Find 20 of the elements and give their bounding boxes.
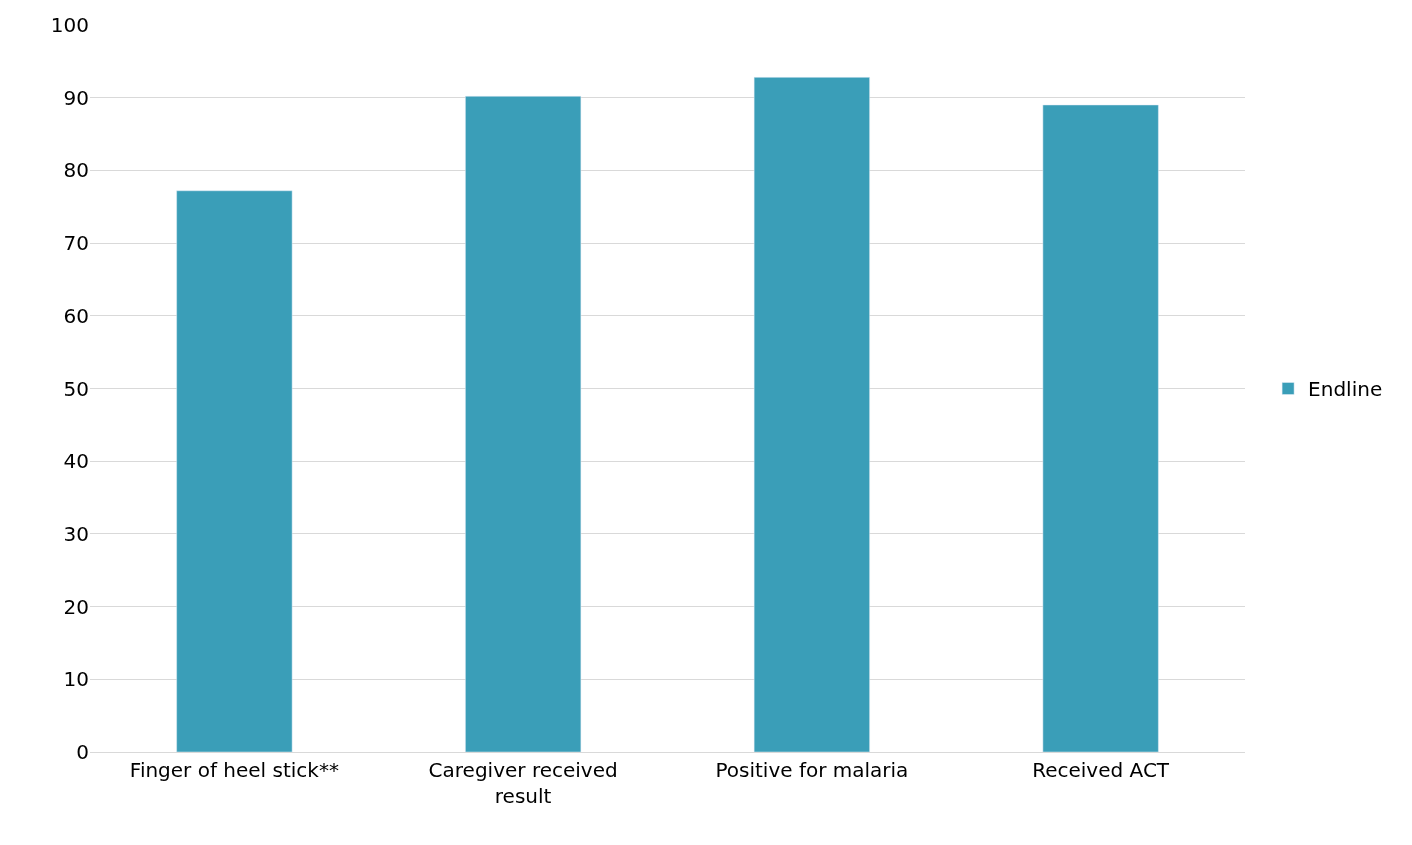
y-tick-label: 30: [63, 521, 89, 546]
bar: [753, 77, 870, 752]
y-tick-label: 20: [63, 594, 89, 619]
y-tick-label: 80: [63, 158, 89, 183]
y-tick-label: 0: [76, 740, 89, 764]
y-tick-label: 40: [63, 449, 89, 474]
y-tick-label: 60: [63, 303, 89, 328]
x-tick-label: Caregiver received result: [428, 758, 618, 808]
y-tick-label: 10: [63, 667, 89, 692]
bar: [176, 190, 293, 752]
x-tick-label: Finger of heel stick**: [129, 758, 339, 782]
x-tick-label: Received ACT: [1032, 758, 1170, 782]
legend-label: Endline: [1308, 377, 1383, 402]
x-tick-label: Positive for malaria: [715, 758, 909, 782]
y-tick-label: 70: [63, 231, 89, 256]
bar: [1042, 104, 1159, 752]
y-tick-label: 90: [63, 85, 89, 110]
bar: [465, 96, 582, 752]
y-tick-label: 100: [50, 13, 89, 37]
y-tick-label: 50: [63, 376, 89, 401]
